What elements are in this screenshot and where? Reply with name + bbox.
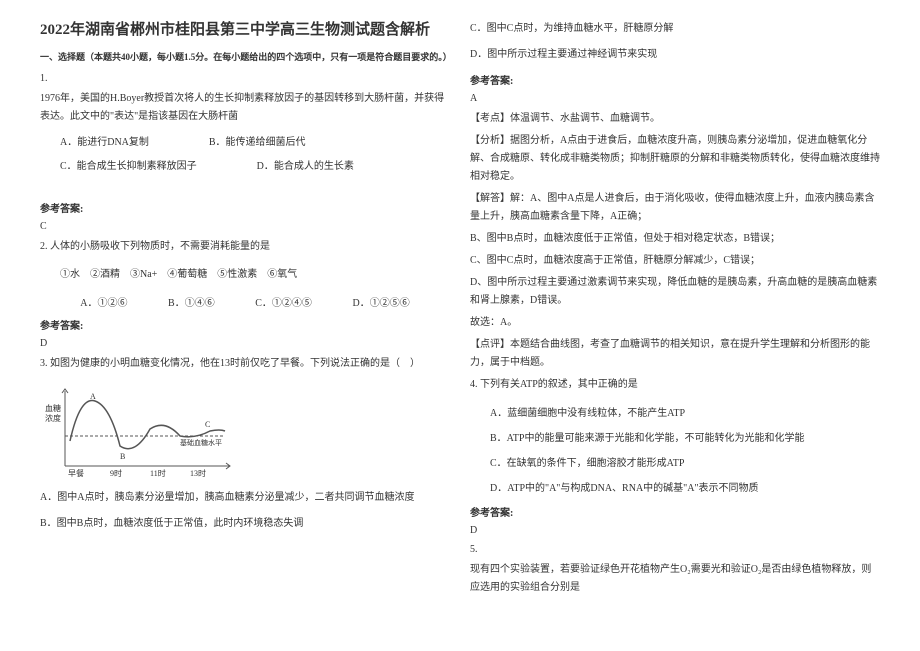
q1-answer-label: 参考答案: xyxy=(40,200,450,215)
q2-optD: D．①②⑤⑥ xyxy=(352,294,409,309)
q4-optC: C．在缺氧的条件下，细胞溶胶才能形成ATP xyxy=(490,454,880,469)
q2-optB: B．①④⑥ xyxy=(168,294,215,309)
q3-exp5: C、图中C点时，血糖浓度高于正常值，肝糖原分解减少，C错误； xyxy=(470,252,880,270)
q1-optB: B．能传递给细菌后代 xyxy=(209,134,306,152)
q4-answer: D xyxy=(470,525,880,536)
q4-optA: A．蓝细菌细胞中没有线粒体，不能产生ATP xyxy=(490,404,880,419)
q1-optD: D．能合成人的生长素 xyxy=(257,158,354,176)
q1-num: 1. xyxy=(40,73,450,84)
q1-optC: C．能合成生长抑制素释放因子 xyxy=(60,158,197,176)
q1-options-row2: C．能合成生长抑制素释放因子 D．能合成人的生长素 xyxy=(60,158,450,176)
q3-exp1: 【考点】体温调节、水盐调节、血糖调节。 xyxy=(470,110,880,128)
blood-sugar-chart: A B C 血糖 浓度 早餐 9时 11时 13时 基础血糖水平 xyxy=(40,381,240,481)
q2-options: A．①②⑥ B．①④⑥ C．①②④⑤ D．①②⑤⑥ xyxy=(60,294,430,309)
q3-optC: C．图中C点时，为维持血糖水平，肝糖原分解 xyxy=(470,20,880,38)
q2-options-line: ①水 ②酒精 ③Na+ ④葡萄糖 ⑤性激素 ⑥氧气 xyxy=(60,264,450,286)
svg-text:11时: 11时 xyxy=(150,468,166,478)
svg-text:早餐: 早餐 xyxy=(68,469,84,478)
q1-optA: A．能进行DNA复制 xyxy=(60,134,149,152)
q2-answer: D xyxy=(40,338,450,349)
q4-optB: B．ATP中的能量可能来源于光能和化学能，不可能转化为光能和化学能 xyxy=(490,429,880,444)
svg-text:C: C xyxy=(205,420,210,429)
q3-exp2: 【分析】据图分析，A点由于进食后，血糖浓度升高，则胰岛素分泌增加，促进血糖氧化分… xyxy=(470,132,880,186)
q1-options-row1: A．能进行DNA复制 B．能传递给细菌后代 xyxy=(60,134,450,152)
svg-text:9时: 9时 xyxy=(110,468,122,478)
q3-exp6: D、图中所示过程主要通过激素调节来实现，降低血糖的是胰岛素，升高血糖的是胰高血糖… xyxy=(470,274,880,310)
q4-text: 4. 下列有关ATP的叙述，其中正确的是 xyxy=(470,376,880,394)
q2-text: 2. 人体的小肠吸收下列物质时，不需要消耗能量的是 xyxy=(40,238,450,256)
svg-text:A: A xyxy=(90,392,96,401)
q2-answer-label: 参考答案: xyxy=(40,317,450,332)
q3-optD: D．图中所示过程主要通过神经调节来实现 xyxy=(470,46,880,64)
q3-exp4: B、图中B点时，血糖浓度低于正常值，但处于相对稳定状态，B错误； xyxy=(470,230,880,248)
q4-answer-label: 参考答案: xyxy=(470,504,880,519)
q1-answer: C xyxy=(40,221,450,232)
q3-optA: A．图中A点时，胰岛素分泌量增加，胰高血糖素分泌量减少，二者共同调节血糖浓度 xyxy=(40,489,450,507)
q3-answer: A xyxy=(470,93,880,104)
document-title: 2022年湖南省郴州市桂阳县第三中学高三生物测试题含解析 xyxy=(40,20,450,41)
q3-exp7: 故选：A。 xyxy=(470,314,880,332)
q3-answer-label: 参考答案: xyxy=(470,72,880,87)
svg-text:B: B xyxy=(120,452,125,461)
q5-text: 现有四个实验装置，若要验证绿色开花植物产生O₂需要光和验证O₂是否由绿色植物释放… xyxy=(470,561,880,597)
svg-text:13时: 13时 xyxy=(190,468,206,478)
svg-text:浓度: 浓度 xyxy=(45,413,61,423)
q1-text: 1976年，美国的H.Boyer教授首次将人的生长抑制素释放因子的基因转移到大肠… xyxy=(40,90,450,126)
q4-optD: D．ATP中的"A"与构成DNA、RNA中的碱基"A"表示不同物质 xyxy=(490,479,880,494)
svg-text:基础血糖水平: 基础血糖水平 xyxy=(180,438,222,447)
left-column: 2022年湖南省郴州市桂阳县第三中学高三生物测试题含解析 一、选择题（本题共40… xyxy=(30,20,460,631)
section-header: 一、选择题（本题共40小题，每小题1.5分。在每小题给出的四个选项中，只有一项是… xyxy=(40,51,450,65)
q3-text: 3. 如图为健康的小明血糖变化情况，他在13时前仅吃了早餐。下列说法正确的是（ … xyxy=(40,355,450,373)
q3-optB: B．图中B点时，血糖浓度低于正常值，此时内环境稳态失调 xyxy=(40,515,450,533)
q3-exp3: 【解答】解：A、图中A点是人进食后，由于消化吸收，使得血糖浓度上升，血液内胰岛素… xyxy=(470,190,880,226)
q2-optC: C．①②④⑤ xyxy=(255,294,312,309)
q3-exp8: 【点评】本题结合曲线图，考查了血糖调节的相关知识，意在提升学生理解和分析图形的能… xyxy=(470,336,880,372)
chart-y-label: 血糖 xyxy=(45,403,61,413)
q2-optA: A．①②⑥ xyxy=(80,294,127,309)
right-column: C．图中C点时，为维持血糖水平，肝糖原分解 D．图中所示过程主要通过神经调节来实… xyxy=(460,20,890,631)
q5-num: 5. xyxy=(470,544,880,555)
